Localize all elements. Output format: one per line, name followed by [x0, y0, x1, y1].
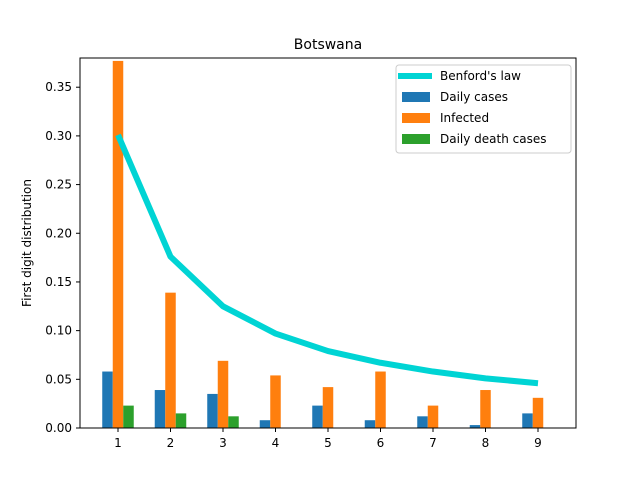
x-tick-label: 1 — [114, 436, 122, 450]
x-tick-label: 4 — [272, 436, 280, 450]
legend-daily-cases-label: Daily cases — [440, 90, 508, 104]
bar-infected-6 — [375, 371, 386, 428]
bar-infected-3 — [217, 360, 229, 428]
benford-law-line — [115, 133, 539, 387]
bar-daily-cases-7 — [417, 416, 428, 428]
bar-daily-cases-9 — [522, 413, 533, 428]
bar-daily-death-cases-1 — [123, 405, 134, 428]
axes-layer: 0.00 0.05 0.10 0.15 0.20 0.25 0.30 0.35 1 2 3 4 5 6 7 8… — [45, 80, 542, 450]
bar-daily-death-cases-3 — [228, 416, 239, 428]
y-axis-label: First digit distribution — [20, 179, 34, 307]
y-tick-label: 0.30 — [45, 129, 72, 143]
bar-daily-cases-4 — [259, 420, 271, 428]
legend-daily-cases-swatch — [402, 92, 430, 102]
y-tick-label: 0.25 — [45, 178, 72, 192]
x-tick-label: 5 — [324, 436, 332, 450]
chart-title: Botswana — [294, 37, 362, 53]
bar-daily-cases-8 — [469, 425, 481, 428]
bar-infected-4 — [270, 375, 281, 428]
bar-infected-1 — [112, 60, 124, 429]
y-tick-label: 0.10 — [45, 324, 72, 338]
bar-daily-cases-2 — [154, 390, 166, 428]
y-tick-label: 0.00 — [45, 421, 72, 435]
bar-infected-9 — [532, 397, 544, 428]
bar-daily-cases-6 — [364, 420, 376, 428]
legend-daily-death-cases-label: Daily death cases — [440, 132, 547, 146]
y-tick-label: 0.35 — [45, 80, 72, 94]
bar-infected-7 — [427, 405, 439, 428]
legend-infected-label: Infected — [440, 111, 489, 125]
y-tick-label: 0.20 — [45, 226, 72, 240]
legend-box — [395, 64, 572, 154]
x-tick-label: 6 — [377, 436, 385, 450]
x-tick-label: 7 — [429, 436, 437, 450]
bar-daily-cases-5 — [312, 405, 323, 428]
legend: Benford's law Daily cases Infected Daily… — [395, 64, 572, 154]
bar-daily-death-cases-2 — [175, 413, 187, 428]
bar-daily-cases-1 — [102, 371, 113, 428]
y-tick-label: 0.05 — [45, 372, 72, 386]
legend-infected-swatch — [402, 113, 430, 123]
x-tick-label: 3 — [219, 436, 227, 450]
bar-infected-5 — [322, 387, 334, 428]
x-tick-label: 8 — [482, 436, 490, 450]
x-tick-label: 2 — [167, 436, 175, 450]
legend-daily-death-cases-swatch — [402, 134, 430, 144]
bar-infected-2 — [165, 292, 176, 428]
y-tick-label: 0.15 — [45, 275, 72, 289]
line-layer — [115, 133, 539, 387]
bar-daily-cases-3 — [207, 393, 218, 428]
bars-layer — [102, 60, 544, 429]
legend-benford-label: Benford's law — [440, 69, 521, 83]
x-tick-label: 9 — [534, 436, 542, 450]
bar-infected-8 — [480, 390, 491, 428]
